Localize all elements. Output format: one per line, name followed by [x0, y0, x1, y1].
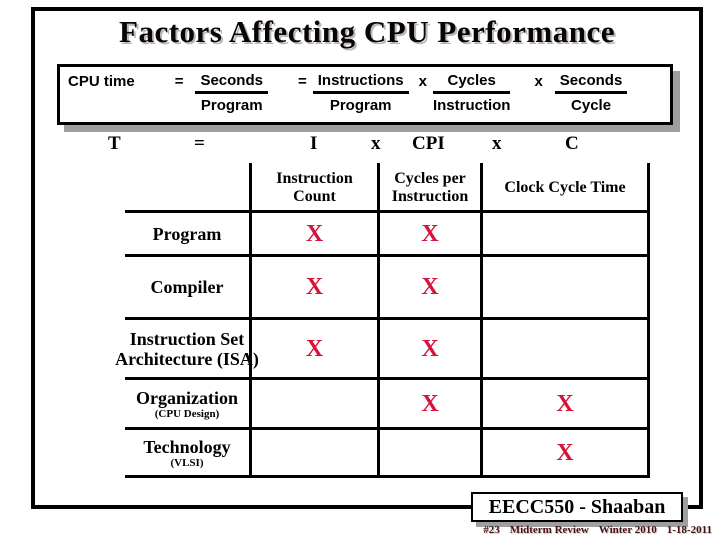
footer-term-label: Winter 2010 [598, 524, 657, 536]
mark-cell [483, 257, 650, 320]
mark-cell: X [380, 257, 483, 320]
equals-sign: = [297, 73, 307, 90]
multiply-sign: x [418, 73, 427, 90]
footer-date-label: 1-18-2011 [666, 524, 712, 536]
course-attribution-label: EECC550 - Shaaban [488, 495, 666, 518]
term-t: T [108, 133, 121, 154]
fraction-seconds-per-program: Seconds Program [195, 72, 268, 114]
fraction-denominator: Program [329, 97, 392, 114]
mark-cell: X [380, 213, 483, 257]
fraction-denominator: Program [200, 97, 263, 114]
term-i: I [310, 133, 318, 154]
table-corner-cell [125, 163, 252, 213]
equals-sign: = [194, 133, 205, 154]
mark-cell [380, 430, 483, 478]
cpu-time-formula-box: CPU time = Seconds Program = Instruction… [57, 64, 673, 125]
fraction-cycles-per-instruction: Cycles Instruction [432, 72, 511, 114]
row-label-technology: Technology (VLSI) [125, 430, 252, 478]
mark-cell: X [380, 380, 483, 430]
mark-cell: X [483, 380, 650, 430]
multiply-sign: x [534, 73, 543, 90]
column-header-clock-cycle-time: Clock Cycle Time [483, 163, 650, 213]
equals-sign: = [174, 73, 184, 90]
factors-table: Instruction Count Cycles per Instruction… [115, 163, 650, 478]
fraction-seconds-per-cycle: Seconds Cycle [554, 72, 628, 114]
fraction-numerator: Seconds [195, 72, 268, 94]
fraction-numerator: Seconds [554, 72, 628, 94]
slide-border [31, 7, 703, 509]
course-attribution-box: EECC550 - Shaaban [471, 492, 683, 522]
term-c: C [565, 133, 579, 154]
footer-meta-line: #23 Midterm Review Winter 2010 1-18-2011 [483, 524, 712, 536]
column-header-instruction-count: Instruction Count [252, 163, 380, 213]
multiply-sign: x [492, 133, 502, 154]
fraction-denominator: Cycle [571, 97, 612, 114]
formula-lhs-label: CPU time [68, 73, 135, 90]
fraction-denominator: Instruction [432, 97, 511, 114]
term-cpi: CPI [412, 133, 445, 154]
row-label-program: Program [125, 213, 252, 257]
mark-cell [252, 380, 380, 430]
fraction-numerator: Instructions [312, 72, 409, 94]
mark-cell: X [252, 320, 380, 380]
row-label-compiler: Compiler [125, 257, 252, 320]
row-label-isa: Instruction Set Architecture (ISA) [115, 320, 259, 380]
fraction-instructions-per-program: Instructions Program [312, 72, 409, 114]
mark-cell [483, 213, 650, 257]
mark-cell: X [380, 320, 483, 380]
mark-cell [252, 430, 380, 478]
mark-cell: X [252, 213, 380, 257]
mark-cell: X [483, 430, 650, 478]
mark-cell: X [252, 257, 380, 320]
multiply-sign: x [371, 133, 381, 154]
mark-cell [483, 320, 650, 380]
slide-page-number: #23 [483, 524, 500, 536]
footer-section-label: Midterm Review [509, 524, 589, 536]
fraction-numerator: Cycles [432, 72, 511, 94]
column-header-cycles-per-instruction: Cycles per Instruction [380, 163, 483, 213]
slide-title: Factors Affecting CPU Performance [119, 14, 615, 49]
row-label-organization: Organization (CPU Design) [125, 380, 252, 430]
